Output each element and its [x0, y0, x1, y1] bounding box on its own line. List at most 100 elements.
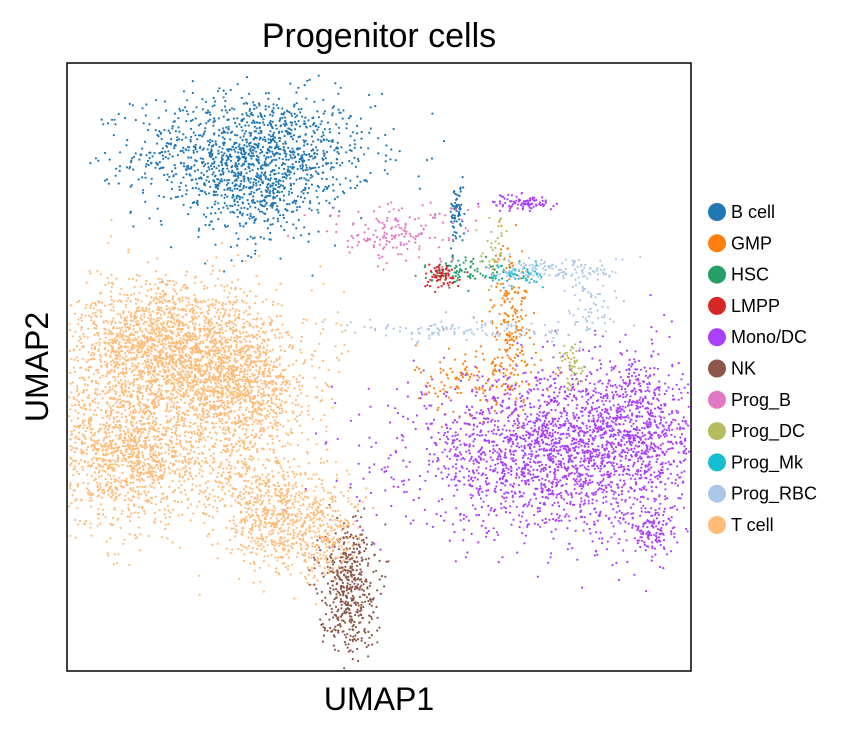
data-point [503, 454, 507, 457]
data-point [271, 120, 274, 123]
data-point [192, 131, 195, 134]
data-point [219, 179, 222, 182]
data-point [281, 172, 284, 176]
data-point [589, 512, 592, 516]
data-point [529, 461, 532, 464]
data-point [630, 448, 633, 451]
data-point [513, 291, 516, 294]
data-point [206, 148, 209, 151]
data-point [309, 176, 312, 179]
data-point [441, 403, 444, 406]
data-point [335, 162, 338, 165]
data-point [506, 392, 509, 395]
data-point [338, 132, 341, 135]
data-point [613, 467, 616, 471]
data-point [645, 532, 648, 535]
data-point [630, 401, 634, 404]
data-point [681, 493, 684, 496]
data-point [495, 531, 499, 534]
data-point [458, 439, 461, 442]
data-point [457, 284, 460, 288]
data-point [665, 421, 668, 424]
data-point [532, 473, 535, 476]
data-point [478, 493, 481, 496]
data-point [598, 359, 601, 362]
data-point [533, 429, 536, 432]
data-point [600, 474, 603, 477]
data-point [349, 179, 352, 182]
data-point [129, 165, 132, 168]
data-point [508, 364, 512, 367]
data-point [132, 225, 135, 228]
data-point [583, 460, 586, 463]
data-point [545, 426, 548, 429]
data-point [554, 417, 557, 420]
data-point [214, 140, 217, 143]
data-point [505, 491, 508, 494]
data-point [252, 195, 255, 198]
data-point [492, 440, 495, 443]
data-point [305, 153, 308, 156]
data-point [259, 148, 262, 151]
data-point [475, 514, 478, 517]
data-point [285, 158, 288, 161]
data-point [269, 173, 272, 177]
data-point [634, 434, 637, 437]
data-point [478, 488, 481, 491]
data-point [272, 111, 275, 114]
data-point [516, 424, 519, 427]
data-point [360, 217, 363, 220]
data-point [685, 422, 688, 425]
data-point [495, 412, 498, 415]
data-point [418, 367, 421, 370]
data-point [328, 131, 331, 134]
data-point [575, 407, 578, 410]
data-point [565, 448, 568, 451]
data-point [633, 573, 636, 576]
data-point [658, 536, 661, 539]
data-point [234, 121, 237, 125]
data-point [543, 419, 547, 422]
data-point [447, 473, 450, 476]
data-point [643, 366, 646, 369]
data-point [491, 451, 495, 454]
data-point [516, 417, 519, 420]
data-point [355, 519, 359, 522]
data-point [253, 120, 256, 124]
data-point [646, 389, 649, 392]
data-point [652, 526, 655, 529]
data-point [566, 502, 569, 505]
data-point [568, 392, 572, 396]
data-point [506, 479, 509, 483]
data-point [459, 379, 463, 383]
data-point [356, 184, 359, 187]
data-point [643, 541, 646, 544]
data-point [236, 194, 239, 197]
data-point [655, 455, 658, 458]
data-point [599, 510, 602, 513]
data-point [253, 125, 256, 128]
data-point [172, 120, 175, 123]
data-point [288, 173, 291, 176]
data-point [528, 445, 531, 448]
data-point [287, 158, 290, 161]
data-point [507, 420, 510, 423]
data-point [250, 256, 253, 259]
data-point [567, 432, 570, 435]
data-point [532, 468, 535, 471]
data-point [299, 167, 303, 170]
data-point [500, 481, 503, 485]
data-point [390, 148, 393, 151]
data-point [637, 450, 640, 453]
data-point [297, 153, 300, 156]
data-point [548, 395, 551, 398]
data-point [240, 96, 243, 100]
data-point [600, 427, 603, 430]
data-point [359, 117, 362, 120]
data-point [360, 137, 363, 140]
data-point [448, 450, 451, 453]
data-point [554, 377, 557, 380]
data-point [267, 105, 270, 108]
data-point [556, 466, 559, 469]
data-point [290, 191, 293, 194]
